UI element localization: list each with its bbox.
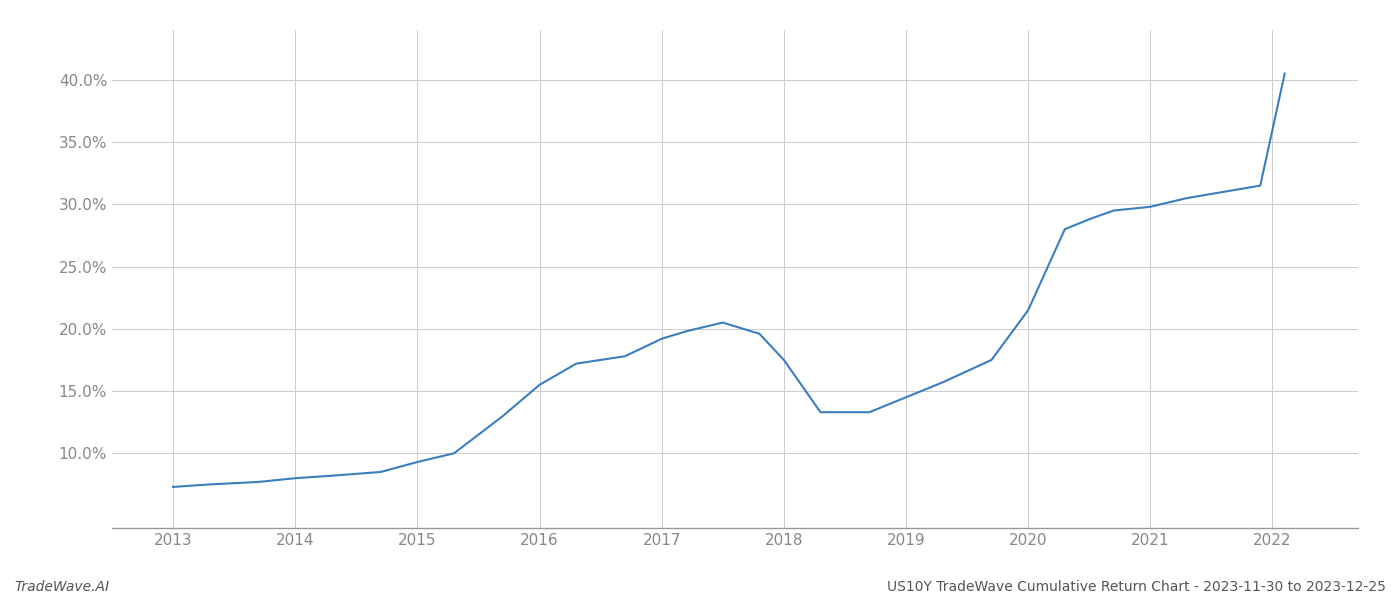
Text: US10Y TradeWave Cumulative Return Chart - 2023-11-30 to 2023-12-25: US10Y TradeWave Cumulative Return Chart … <box>888 580 1386 594</box>
Text: TradeWave.AI: TradeWave.AI <box>14 580 109 594</box>
